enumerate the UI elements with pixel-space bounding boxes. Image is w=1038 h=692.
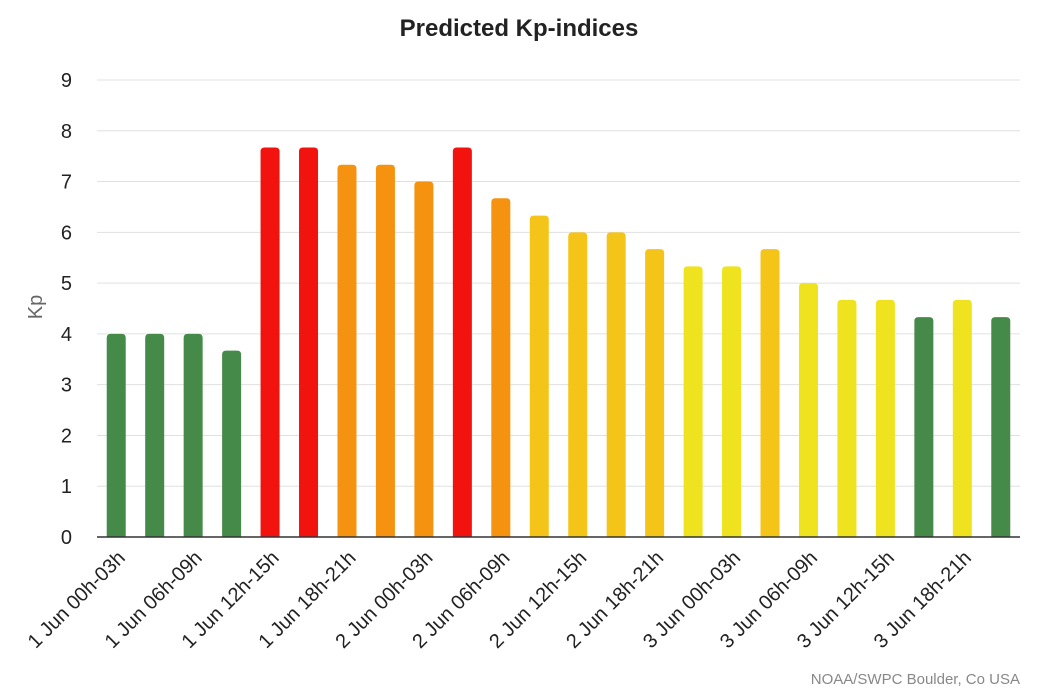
bar-2	[145, 333, 165, 537]
bar-6	[299, 147, 319, 538]
y-tick-labels: 0 1 2 3 4 5 6 7 8 9	[61, 70, 72, 549]
bar-19	[798, 283, 818, 537]
y-tick-label: 0	[61, 527, 72, 549]
y-axis-label: Kp	[25, 295, 47, 319]
y-tick-label: 2	[61, 425, 72, 447]
bars	[106, 147, 1011, 538]
bar-24	[991, 317, 1011, 537]
bar-22	[914, 317, 934, 537]
bar-10	[452, 147, 472, 538]
bar-1	[106, 333, 126, 537]
bar-16	[683, 266, 703, 537]
bar-21	[875, 299, 895, 537]
bar-18	[760, 249, 780, 537]
y-tick-label: 1	[61, 476, 72, 498]
bar-15	[645, 249, 665, 537]
y-tick-label: 4	[61, 324, 72, 346]
y-tick-label: 7	[61, 172, 72, 194]
chart-title: Predicted Kp-indices	[400, 15, 639, 42]
credit-text: NOAA/SWPC Boulder, Co USA	[811, 671, 1020, 688]
bar-12	[529, 215, 549, 537]
y-tick-label: 9	[61, 70, 72, 92]
bar-14	[606, 232, 626, 538]
y-tick-label: 8	[61, 121, 72, 143]
y-tick-label: 5	[61, 273, 72, 295]
bar-17	[722, 266, 742, 537]
grid-lines	[97, 79, 1020, 487]
bar-9	[414, 181, 434, 538]
bar-13	[568, 232, 588, 538]
y-tick-label: 3	[61, 375, 72, 397]
bar-4	[222, 350, 242, 537]
bar-11	[491, 198, 511, 537]
bar-23	[952, 299, 972, 537]
bar-20	[837, 299, 857, 537]
bar-8	[375, 164, 395, 537]
bar-3	[183, 333, 203, 537]
bar-5	[260, 147, 280, 538]
bar-7	[337, 164, 357, 537]
y-tick-label: 6	[61, 222, 72, 244]
